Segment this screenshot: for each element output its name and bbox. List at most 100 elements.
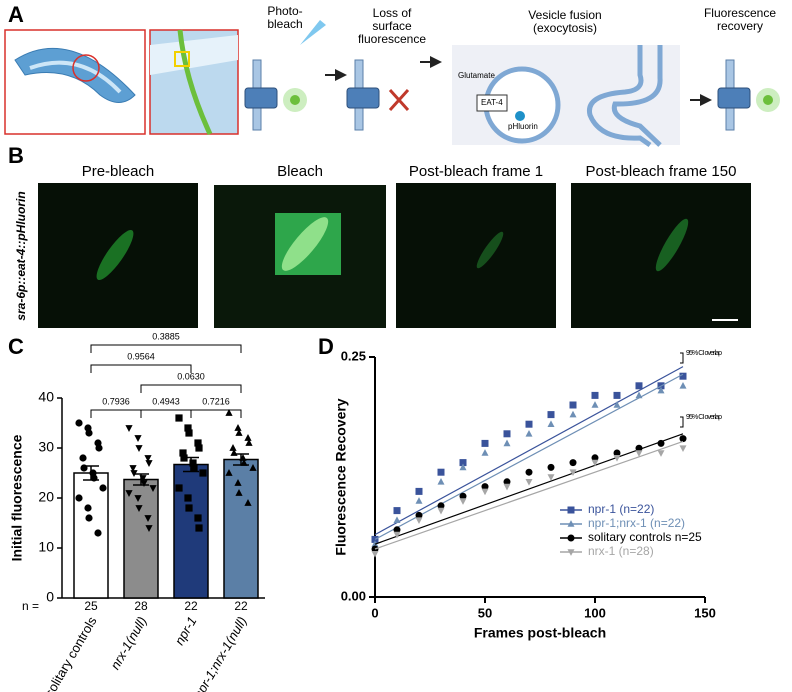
eat4-box xyxy=(476,94,508,112)
data-point xyxy=(244,434,252,441)
data-point xyxy=(679,372,687,380)
data-point xyxy=(134,435,142,442)
data-point xyxy=(144,515,152,522)
data-point xyxy=(569,410,577,418)
fit-line xyxy=(374,373,684,540)
p-value: 0.9564 xyxy=(127,351,155,361)
data-point xyxy=(481,488,489,496)
data-point xyxy=(591,454,599,462)
y-axis-label: Fluorescence Recovery xyxy=(333,398,349,555)
category-label: npr-1;nrx-1(null) xyxy=(190,614,249,692)
step-label: recovery xyxy=(717,19,763,33)
legend-label: npr-1 (n=22) xyxy=(588,502,654,516)
data-point xyxy=(194,514,202,522)
n-label-prefix: n = xyxy=(22,599,39,613)
step-label: Loss of xyxy=(373,6,412,20)
panel-a-art xyxy=(4,20,780,148)
data-point xyxy=(591,401,599,408)
data-point xyxy=(503,439,511,447)
step-label: Fluorescence xyxy=(704,6,776,20)
data-point xyxy=(125,425,133,432)
data-point xyxy=(481,439,489,447)
data-point xyxy=(525,479,533,486)
bar xyxy=(73,472,109,599)
annotation: 95% CI overlap xyxy=(686,414,722,421)
protein-label: pHluorin xyxy=(508,122,538,131)
data-point xyxy=(245,439,253,446)
data-point xyxy=(635,391,643,399)
data-point xyxy=(175,414,183,422)
p-value: 0.0630 xyxy=(177,371,205,381)
data-point xyxy=(679,445,687,453)
strain-label: sra-6p::eat-4::pHluorin xyxy=(14,191,28,320)
data-point xyxy=(85,514,93,522)
data-point xyxy=(657,450,665,457)
fused-vesicle xyxy=(586,45,663,148)
molecule-label: Glutamate xyxy=(458,71,495,80)
p-value: 0.3885 xyxy=(152,331,180,341)
data-point xyxy=(225,409,233,416)
image-title: Pre-bleach xyxy=(82,163,155,180)
image-title: Post-bleach frame 150 xyxy=(586,163,737,180)
step-label: fluorescence xyxy=(358,32,426,46)
image xyxy=(396,183,556,328)
data-point xyxy=(235,429,243,436)
data-point xyxy=(503,430,511,438)
legend-label: npr-1;nrx-1 (n=22) xyxy=(588,516,685,530)
data-point xyxy=(135,445,143,452)
zoom-band xyxy=(150,35,238,75)
annotation: 95% CI overlap xyxy=(686,350,722,357)
data-point xyxy=(85,429,93,437)
data-point xyxy=(184,494,192,502)
x-tick-label: 100 xyxy=(584,605,606,620)
data-point xyxy=(79,454,87,462)
data-point xyxy=(393,526,401,534)
data-point xyxy=(459,463,467,471)
data-point xyxy=(525,429,533,437)
x-tick-label: 0 xyxy=(371,605,378,620)
panel-b-images xyxy=(38,183,751,328)
data-point xyxy=(75,419,83,427)
data-point xyxy=(459,459,467,467)
data-point xyxy=(569,469,577,477)
neuron xyxy=(177,29,213,136)
data-point xyxy=(415,517,423,525)
significance-bracket xyxy=(140,384,242,393)
cell-signal xyxy=(281,217,329,271)
y-tick-label: 20 xyxy=(38,489,54,505)
data-point xyxy=(95,444,103,452)
data-point xyxy=(80,464,88,472)
data-point xyxy=(635,444,643,452)
data-point xyxy=(657,439,665,447)
data-point xyxy=(144,455,152,462)
image-title: Bleach xyxy=(277,163,323,180)
fit-line xyxy=(374,440,684,550)
bar xyxy=(223,458,259,599)
data-point xyxy=(525,468,533,476)
image-title: Post-bleach frame 1 xyxy=(409,163,543,180)
legend-marker xyxy=(567,506,575,514)
panel-letter: C xyxy=(8,334,24,359)
y-tick-label: 0.25 xyxy=(341,348,366,363)
cell-signal xyxy=(476,231,504,269)
legend-label: solitary controls n=25 xyxy=(588,530,702,544)
data-point xyxy=(145,525,153,532)
data-point xyxy=(185,429,193,437)
data-point xyxy=(547,420,555,427)
y-tick-label: 0.00 xyxy=(341,588,366,603)
data-point xyxy=(437,507,445,515)
data-point xyxy=(437,468,445,476)
p-value: 0.7216 xyxy=(202,396,230,406)
data-point xyxy=(84,504,92,512)
x-tick-label: 50 xyxy=(478,605,492,620)
data-point xyxy=(130,470,138,477)
data-point xyxy=(75,494,83,502)
step-label: (exocytosis) xyxy=(533,21,597,35)
step-label: Photo- xyxy=(267,4,302,18)
data-point xyxy=(569,459,577,467)
data-point xyxy=(225,469,233,476)
phluorin-dot xyxy=(515,111,525,121)
data-point xyxy=(591,459,599,467)
data-point xyxy=(591,391,599,399)
data-point xyxy=(481,483,489,491)
